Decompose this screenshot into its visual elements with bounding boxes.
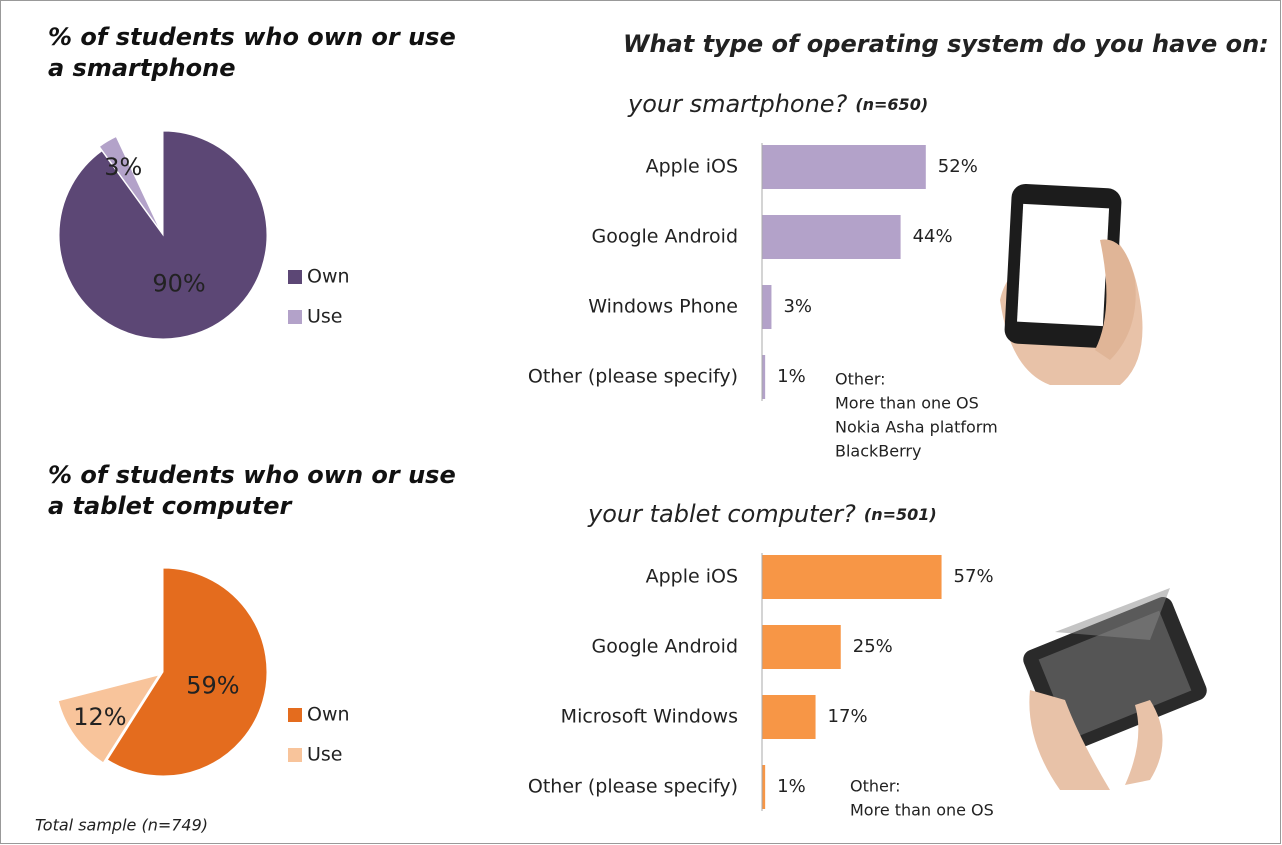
value-label: 59%	[186, 672, 239, 700]
bar-subtitle: (n=501)	[864, 505, 937, 524]
bar	[762, 285, 772, 329]
bar-title-text: your tablet computer?	[587, 500, 856, 528]
pie-slice	[98, 135, 161, 231]
value-label: 3%	[783, 296, 812, 317]
value-label: 52%	[938, 156, 978, 177]
pie-slice	[106, 567, 268, 777]
category-label: Windows Phone	[588, 296, 738, 318]
pie-title: % of students who own or use a tablet co…	[48, 461, 456, 520]
pie-title: % of students who own or use a smartphon…	[48, 23, 456, 82]
category-label: Apple iOS	[646, 156, 738, 178]
legend-label: Own	[307, 704, 350, 726]
bar	[762, 695, 816, 739]
legend-swatch	[288, 748, 302, 762]
category-label: Other (please specify)	[528, 776, 738, 798]
category-label: Other (please specify)	[528, 366, 738, 388]
bar-title: your tablet computer? (n=501)	[587, 500, 937, 528]
bar	[762, 555, 942, 599]
bar	[762, 355, 766, 399]
value-label: 12%	[73, 703, 126, 731]
value-label: 1%	[777, 366, 806, 387]
legend-label: Use	[307, 744, 343, 766]
legend-label: Own	[307, 266, 350, 288]
category-label: Google Android	[592, 226, 739, 248]
value-label: 25%	[853, 636, 893, 657]
bar	[762, 145, 926, 189]
value-label: 3%	[104, 153, 142, 181]
value-label: 57%	[954, 566, 994, 587]
note: More than one OS	[835, 394, 979, 413]
legend-label: Use	[307, 306, 343, 328]
legend-swatch	[288, 708, 302, 722]
heading: What type of operating system do you hav…	[623, 30, 1269, 58]
value-label: 90%	[152, 269, 205, 297]
bar	[762, 765, 766, 809]
footnote: Total sample (n=749)	[35, 816, 208, 835]
pie-slice	[57, 674, 161, 764]
category-label: Microsoft Windows	[561, 706, 738, 728]
note: Other:	[850, 777, 901, 796]
note: More than one OS	[850, 801, 994, 820]
legend-swatch	[288, 310, 302, 324]
bar	[762, 215, 901, 259]
tablet-illustration	[1023, 588, 1207, 790]
value-label: 1%	[777, 776, 806, 797]
note: Nokia Asha platform	[835, 418, 998, 437]
bar-subtitle: (n=650)	[855, 95, 928, 114]
value-label: 44%	[913, 226, 953, 247]
note: Other:	[835, 370, 886, 389]
pie-slice	[58, 130, 268, 340]
category-label: Apple iOS	[646, 566, 738, 588]
bar-title-text: your smartphone?	[627, 90, 848, 118]
bar-title: your smartphone? (n=650)	[627, 90, 928, 118]
bar	[762, 625, 841, 669]
value-label: 17%	[828, 706, 868, 727]
legend-swatch	[288, 270, 302, 284]
phone-illustration	[1000, 183, 1143, 385]
category-label: Google Android	[592, 636, 739, 658]
note: BlackBerry	[835, 442, 921, 461]
